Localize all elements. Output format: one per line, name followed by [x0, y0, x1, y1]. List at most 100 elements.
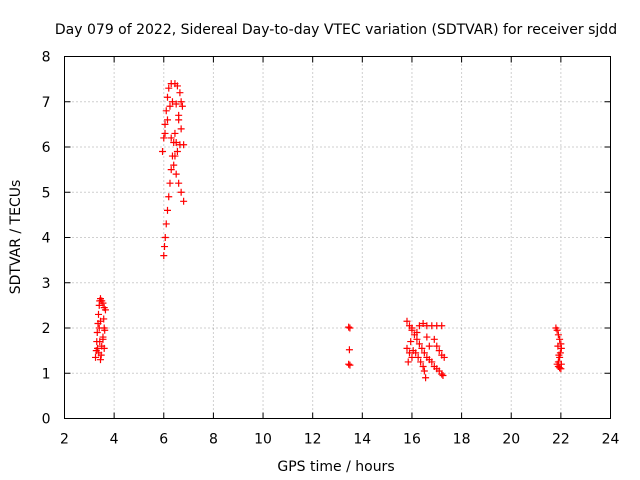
data-point: [167, 166, 175, 174]
data-point: [439, 372, 447, 380]
x-tick-label: 24: [602, 432, 620, 448]
data-point: [99, 299, 107, 307]
data-point: [554, 342, 562, 350]
data-point: [407, 338, 415, 346]
y-tick-label: 7: [42, 95, 51, 111]
data-point: [163, 206, 171, 214]
y-tick-label: 5: [42, 185, 51, 201]
data-point: [423, 333, 431, 341]
data-point: [176, 89, 184, 97]
data-point: [95, 310, 103, 318]
data-point: [178, 102, 186, 110]
data-point: [430, 335, 438, 343]
data-point: [405, 349, 413, 357]
data-point: [101, 306, 109, 314]
data-point: [413, 335, 421, 343]
data-point: [556, 364, 564, 372]
data-point: [415, 340, 423, 348]
data-point: [556, 335, 564, 343]
data-point: [101, 326, 109, 334]
data-point: [417, 358, 425, 366]
data-point: [438, 322, 446, 330]
data-point: [403, 344, 411, 352]
x-axis-label: GPS time / hours: [277, 459, 394, 475]
data-point: [171, 152, 179, 160]
x-tick-label: 6: [159, 432, 168, 448]
data-point: [440, 353, 448, 361]
data-point: [175, 116, 183, 124]
y-tick-label: 2: [42, 321, 51, 337]
data-point: [557, 360, 565, 368]
data-point: [180, 141, 188, 149]
data-point: [159, 148, 167, 156]
x-tick-label: 16: [403, 432, 421, 448]
data-point: [163, 93, 171, 101]
x-tick-label: 12: [304, 432, 322, 448]
data-point: [419, 362, 427, 370]
chart-title: Day 079 of 2022, Sidereal Day-to-day VTE…: [55, 22, 617, 38]
data-points: [92, 80, 565, 382]
data-point: [94, 344, 102, 352]
data-point: [555, 351, 563, 359]
y-tick-label: 3: [42, 276, 51, 292]
x-tick-label: 14: [353, 432, 371, 448]
data-point: [95, 324, 103, 332]
data-point: [172, 100, 180, 108]
data-point: [172, 138, 180, 146]
data-point: [173, 148, 181, 156]
data-point: [96, 338, 104, 346]
y-tick-label: 1: [42, 366, 51, 382]
data-point: [168, 98, 176, 106]
data-point: [408, 324, 416, 332]
data-point: [160, 134, 168, 142]
data-point: [346, 361, 354, 369]
data-point: [95, 349, 103, 357]
y-tick-label: 8: [42, 50, 51, 66]
data-point: [345, 346, 353, 354]
data-point: [418, 344, 426, 352]
data-point: [428, 358, 436, 366]
data-point: [172, 170, 180, 178]
data-point: [96, 317, 104, 325]
data-point: [433, 342, 441, 350]
data-point: [412, 349, 420, 357]
x-tick-label: 8: [209, 432, 218, 448]
data-point: [96, 356, 104, 364]
data-point: [162, 107, 170, 115]
data-point: [177, 125, 185, 133]
data-point: [415, 322, 423, 330]
data-point: [165, 193, 173, 201]
data-point: [177, 188, 185, 196]
data-point: [165, 84, 173, 92]
data-point: [345, 323, 353, 331]
data-point: [422, 374, 430, 382]
y-tick-label: 4: [42, 231, 51, 247]
x-tick-labels: 2 4 6 8 10 12 14 16 18 20 22 24: [60, 432, 619, 448]
data-point: [171, 129, 179, 137]
data-point: [413, 329, 421, 337]
data-point: [100, 344, 108, 352]
data-point: [161, 243, 169, 251]
x-tick-label: 4: [110, 432, 119, 448]
data-point: [408, 353, 416, 361]
data-point: [345, 360, 353, 368]
data-point: [173, 82, 181, 90]
data-point: [420, 367, 428, 375]
plot-frame: [64, 56, 611, 419]
data-point: [419, 319, 427, 327]
x-tick-label: 2: [60, 432, 69, 448]
data-point: [553, 326, 561, 334]
data-point: [162, 220, 170, 228]
data-point: [166, 179, 174, 187]
data-point: [425, 342, 433, 350]
data-point: [166, 102, 174, 110]
data-point: [435, 347, 443, 355]
data-point: [438, 370, 446, 378]
x-tick-label: 18: [453, 432, 471, 448]
data-point: [161, 129, 169, 137]
y-tick-label: 6: [42, 140, 51, 156]
y-axis-label: SDTVAR / TECUs: [8, 180, 24, 295]
data-point: [554, 331, 562, 339]
data-point: [175, 179, 183, 187]
